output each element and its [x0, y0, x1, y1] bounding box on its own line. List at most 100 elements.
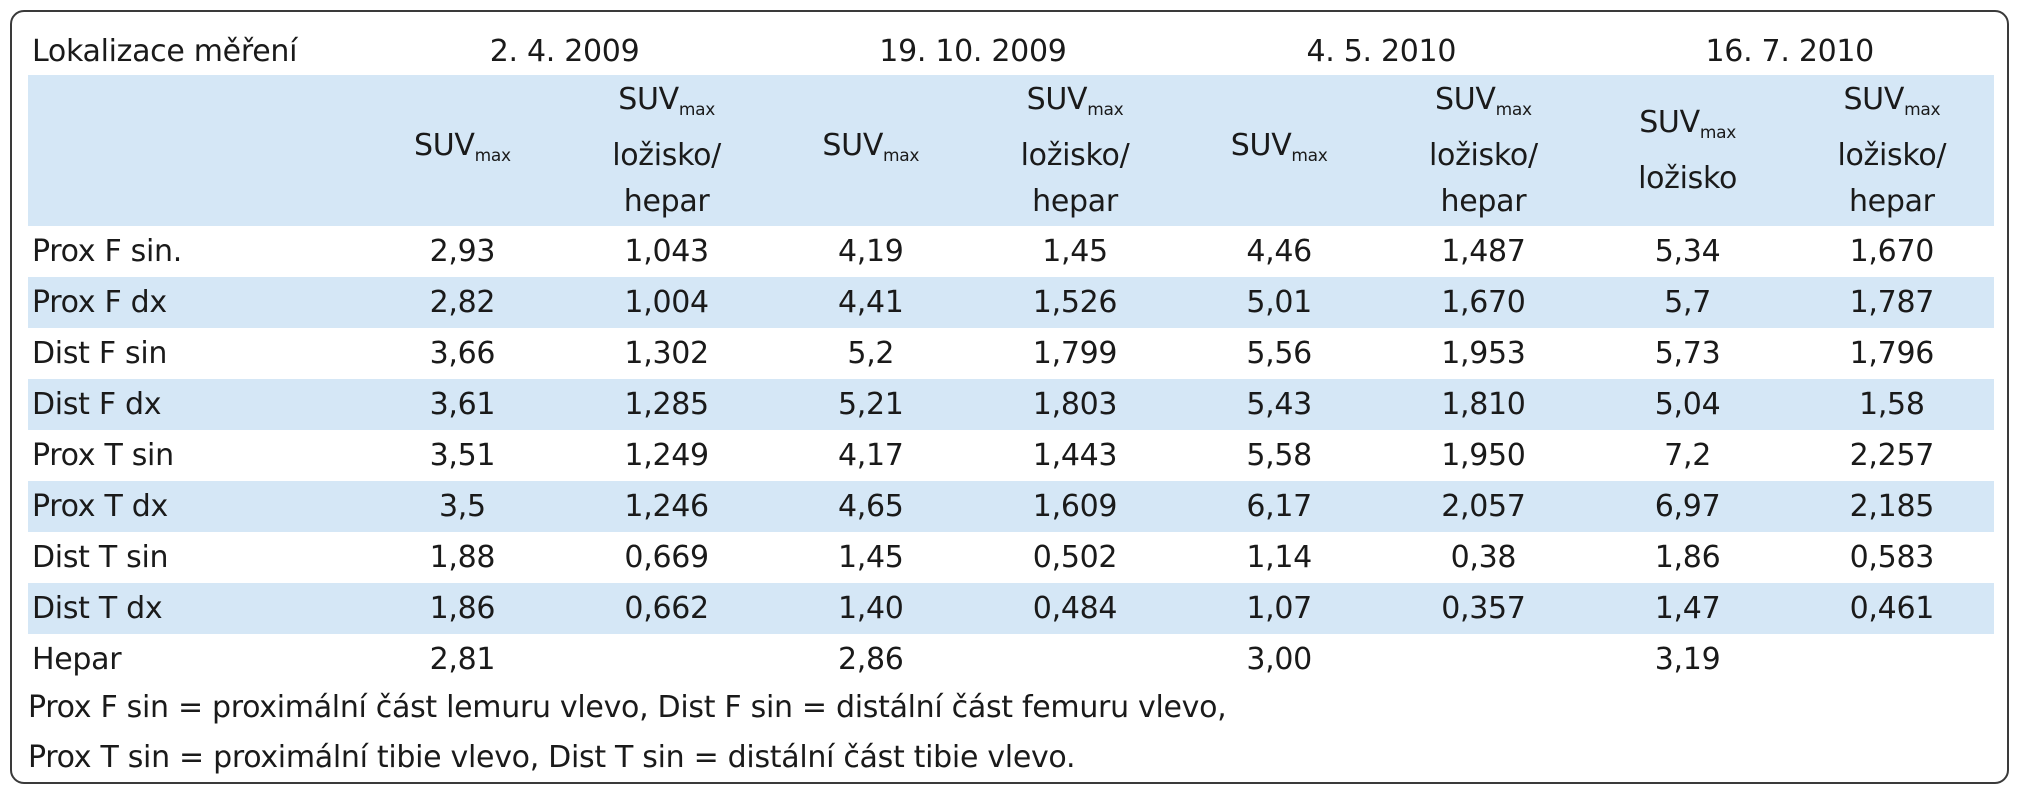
table-cell: 3,66: [429, 336, 496, 371]
table-row: Hepar 2,81 2,86 3,00 3,19: [28, 634, 1994, 685]
table-cell: 3,5: [360, 481, 565, 532]
table-cell: 0,38: [1450, 540, 1517, 575]
suvmax-ratio-header: SUVmax ložisko/hepar: [1789, 75, 1994, 226]
table-row: Prox F dx 2,82 1,004 4,41 1,526 5,01 1,670 5,7 1…: [28, 277, 1994, 328]
suvmax-ratio-header: SUVmax ložisko/hepar: [972, 75, 1178, 226]
table-cell: 0,461: [1789, 583, 1994, 634]
table-cell: 1,670: [1849, 234, 1935, 269]
table-cell: 1,45: [838, 540, 904, 575]
table-row: Dist T sin 1,88 0,669 1,45 0,502 1,14 0,38 1,86…: [28, 532, 1994, 583]
table-cell: 1,45: [1042, 234, 1108, 269]
empty-header-cell: [28, 75, 361, 226]
table-cell: 1,07: [1177, 583, 1382, 634]
table-cell: 7,2: [1664, 438, 1711, 473]
row-label: Dist T dx: [28, 583, 361, 634]
table-cell: 3,51: [429, 438, 496, 473]
table-cell: 1,249: [624, 438, 709, 473]
table-cell: 1,799: [1032, 336, 1118, 371]
date-header-4: 16. 7. 2010: [1705, 34, 1875, 69]
table-cell: 0,484: [972, 583, 1178, 634]
table-cell: 1,302: [624, 336, 709, 371]
table-cell: 3,61: [360, 379, 565, 430]
row-label: Hepar: [32, 642, 122, 677]
table-cell: 6,97: [1585, 481, 1790, 532]
row-label: Dist F sin: [32, 336, 168, 371]
table-cell: 5,73: [1654, 336, 1721, 371]
table-cell: 0,662: [564, 583, 769, 634]
footnote-line: Prox F sin = proximální část lemuru vlev…: [28, 690, 1227, 725]
row-label: Dist F dx: [28, 379, 361, 430]
table-body: Prox F sin. 2,93 1,043 4,19 1,45 4,46 1,487 5,3…: [28, 226, 1994, 685]
table-cell: 5,58: [1246, 438, 1312, 473]
table-cell: 5,56: [1246, 336, 1312, 371]
table-cell: 1,004: [564, 277, 769, 328]
table-cell: 5,7: [1585, 277, 1790, 328]
table-cell: 2,86: [838, 642, 904, 677]
date-header-3: 4. 5. 2010: [1306, 34, 1457, 69]
table-cell: 1,670: [1381, 277, 1586, 328]
table-row: Dist T dx 1,86 0,662 1,40 0,484 1,07 0,357 1,47…: [28, 583, 1994, 634]
table-row: Prox T sin 3,51 1,249 4,17 1,443 5,58 1,950 7,2…: [28, 430, 1994, 481]
table-cell: [973, 634, 1177, 685]
suvmax-header: SUVmax: [360, 75, 565, 226]
table-cell: 5,21: [768, 379, 973, 430]
table-row: Prox T dx 3,5 1,246 4,65 1,609 6,17 2,057 6,97 2…: [28, 481, 1994, 532]
table-cell: 1,609: [972, 481, 1178, 532]
table-cell: 1,86: [360, 583, 565, 634]
date-header-row: Lokalizace měření 2. 4. 2009 19. 10. 200…: [28, 28, 1994, 75]
table-row: Dist F dx 3,61 1,285 5,21 1,803 5,43 1,810 5,04…: [28, 379, 1994, 430]
table-cell: 1,246: [564, 481, 769, 532]
table-row: Prox F sin. 2,93 1,043 4,19 1,45 4,46 1,487 5,3…: [28, 226, 1994, 277]
table-cell: 1,803: [972, 379, 1178, 430]
row-label: Prox F sin.: [32, 234, 182, 269]
suvmax-header: SUVmax: [1177, 75, 1382, 226]
table-cell: 1,526: [972, 277, 1178, 328]
table-cell: 2,82: [360, 277, 565, 328]
suvmax-ratio-header: SUVmax ložisko/hepar: [564, 75, 769, 226]
footnote-line: Prox T sin = proximální tibie vlevo, Dis…: [28, 740, 1076, 775]
table-cell: 1,953: [1441, 336, 1526, 371]
table-cell: 4,41: [768, 277, 973, 328]
table-cell: 1,810: [1381, 379, 1586, 430]
table-cell: 1,88: [429, 540, 496, 575]
date-header-1: 2. 4. 2009: [489, 34, 640, 69]
table-cell: 1,443: [1032, 438, 1118, 473]
location-header: Lokalizace měření: [32, 34, 298, 69]
table-cell: 1,86: [1654, 540, 1721, 575]
table-cell: 0,583: [1849, 540, 1935, 575]
suvmax-ratio-header: SUVmax ložisko/hepar: [1381, 75, 1586, 226]
table-cell: 1,487: [1441, 234, 1526, 269]
table-cell: 4,17: [838, 438, 904, 473]
table-cell: 4,65: [768, 481, 973, 532]
table-cell: 1,14: [1246, 540, 1312, 575]
table-cell: [565, 634, 769, 685]
suvmax-lozisko-header: SUVmax ložisko: [1585, 75, 1790, 226]
table-cell: 6,17: [1177, 481, 1382, 532]
table-cell: 0,669: [624, 540, 709, 575]
row-label: Dist T sin: [32, 540, 169, 575]
table-cell: 5,43: [1177, 379, 1382, 430]
suvmax-header: SUVmax: [768, 75, 973, 226]
table-cell: 5,34: [1654, 234, 1721, 269]
table-cell: 1,043: [624, 234, 709, 269]
table-cell: 2,81: [429, 642, 496, 677]
table-cell: 2,057: [1381, 481, 1586, 532]
measure-header-row: SUVmax SUVmax ložisko/hepar SUVmax SUVmax…: [28, 75, 1994, 226]
table-cell: 1,787: [1789, 277, 1994, 328]
table-cell: 0,502: [1032, 540, 1118, 575]
row-label: Prox F dx: [28, 277, 361, 328]
row-label: Prox T sin: [32, 438, 174, 473]
table-row: Dist F sin 3,66 1,302 5,2 1,799 5,56 1,953 5,73…: [28, 328, 1994, 379]
date-header-2: 19. 10. 2009: [879, 34, 1067, 69]
table-cell: 1,58: [1789, 379, 1994, 430]
table-cell: 2,257: [1849, 438, 1935, 473]
table-cell: [1381, 634, 1585, 685]
table-cell: 2,93: [429, 234, 496, 269]
table-cell: 5,2: [847, 336, 895, 371]
table-cell: 1,796: [1849, 336, 1935, 371]
table-cell: 1,47: [1585, 583, 1790, 634]
table-cell: 3,19: [1654, 642, 1721, 677]
table-cell: 5,04: [1585, 379, 1790, 430]
footnotes: Prox F sin = proximální část lemuru vlev…: [28, 683, 1928, 783]
suv-table: Lokalizace měření 2. 4. 2009 19. 10. 200…: [28, 28, 1994, 685]
